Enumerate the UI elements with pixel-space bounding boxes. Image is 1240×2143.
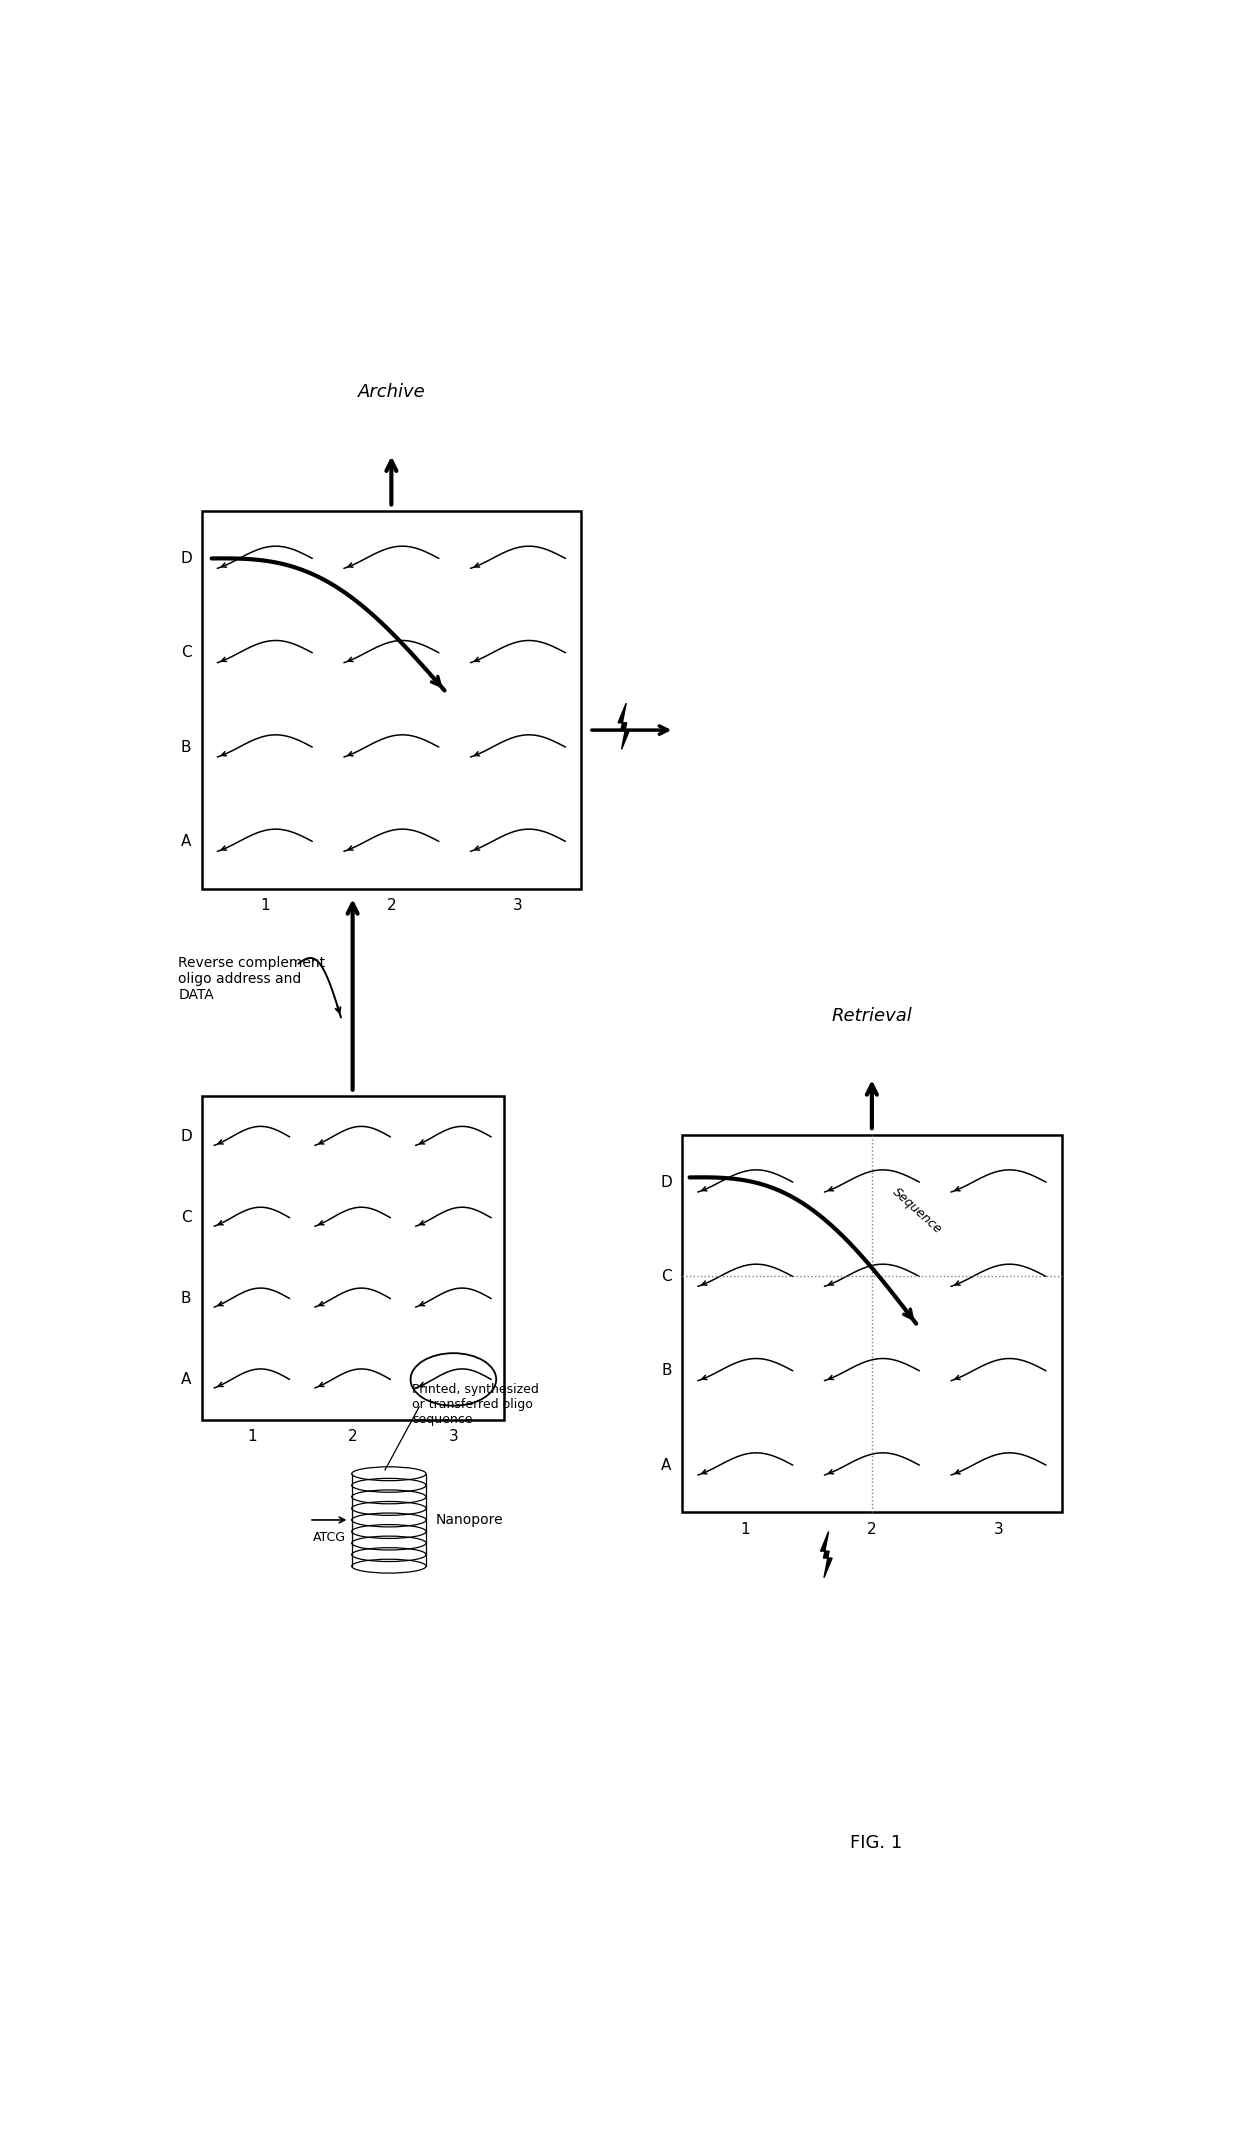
- Polygon shape: [821, 1532, 832, 1577]
- Text: 1: 1: [740, 1522, 750, 1537]
- Text: Printed, synthesized
or transferred oligo
sequence: Printed, synthesized or transferred olig…: [412, 1382, 539, 1425]
- Text: 1: 1: [247, 1429, 257, 1444]
- Text: A: A: [181, 1372, 191, 1387]
- Text: FIG. 1: FIG. 1: [849, 1834, 901, 1852]
- Text: 2: 2: [867, 1522, 877, 1537]
- Bar: [201, 1097, 503, 1421]
- Text: A: A: [661, 1457, 672, 1472]
- Text: 2: 2: [387, 898, 397, 913]
- Text: Nanopore: Nanopore: [435, 1513, 503, 1528]
- Text: B: B: [181, 739, 191, 754]
- Text: D: D: [180, 551, 192, 566]
- Text: Retrieval: Retrieval: [832, 1007, 913, 1024]
- Text: C: C: [181, 1211, 191, 1226]
- Text: ATCG: ATCG: [312, 1530, 346, 1543]
- Text: 3: 3: [449, 1429, 459, 1444]
- Text: D: D: [180, 1129, 192, 1144]
- Text: 1: 1: [260, 898, 269, 913]
- Text: Sequence: Sequence: [890, 1185, 945, 1237]
- Bar: [201, 512, 582, 889]
- Bar: [682, 1136, 1061, 1513]
- Text: C: C: [181, 645, 191, 660]
- Text: A: A: [181, 834, 191, 849]
- Text: 3: 3: [513, 898, 523, 913]
- Polygon shape: [618, 703, 630, 750]
- Text: B: B: [181, 1290, 191, 1305]
- Text: Reverse complement
oligo address and
DATA: Reverse complement oligo address and DAT…: [179, 956, 325, 1003]
- Text: C: C: [661, 1269, 672, 1284]
- Text: 3: 3: [993, 1522, 1003, 1537]
- Text: B: B: [661, 1363, 672, 1378]
- Text: 2: 2: [347, 1429, 357, 1444]
- Text: Archive: Archive: [357, 384, 425, 401]
- Text: D: D: [661, 1174, 672, 1189]
